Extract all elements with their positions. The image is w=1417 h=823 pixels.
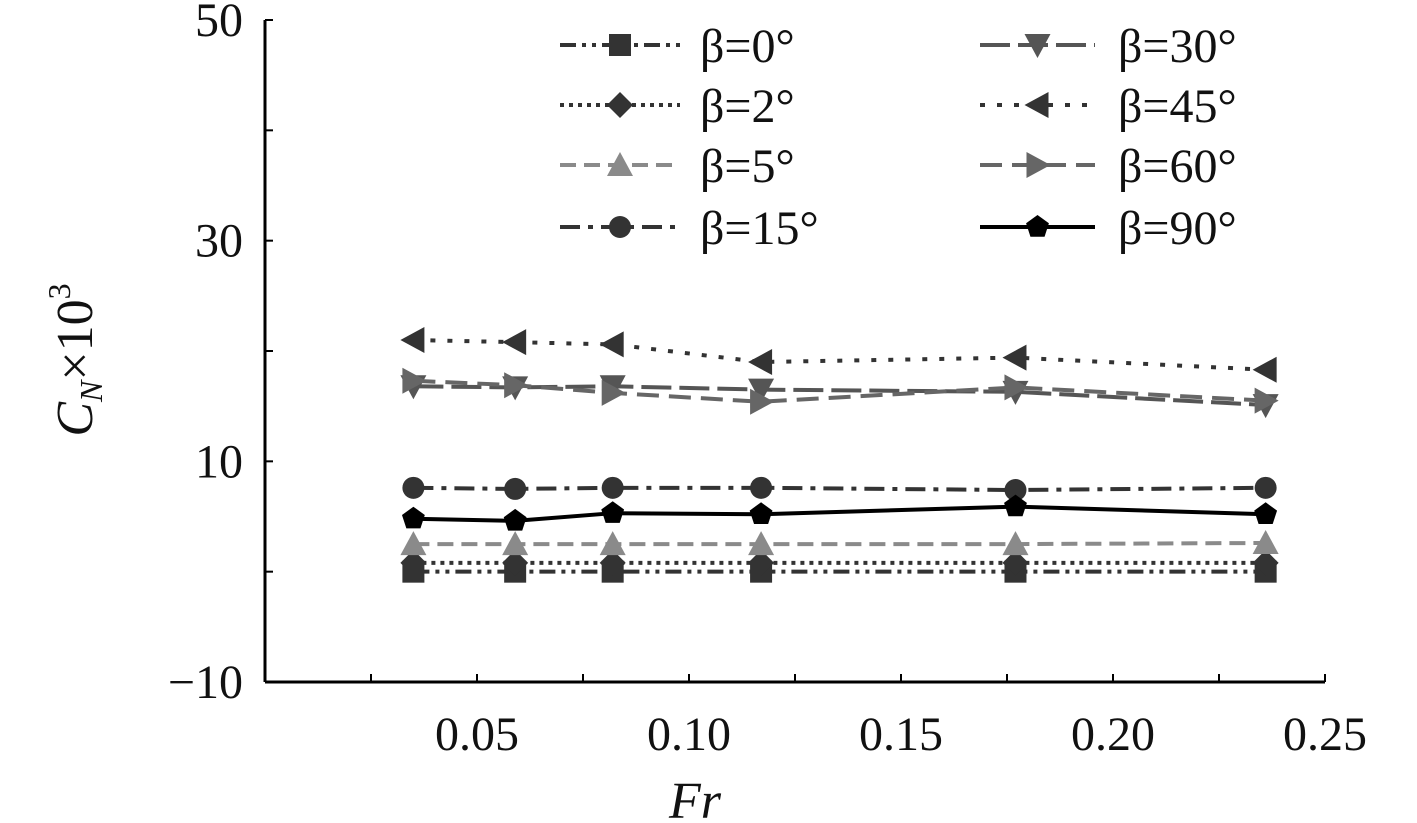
- data-point: [750, 476, 773, 499]
- data-point: [750, 388, 775, 415]
- data-point: [748, 378, 775, 403]
- legend-marker: [609, 34, 631, 56]
- legend-item: β=60°: [980, 140, 1237, 193]
- x-tick-label: 0.05: [435, 708, 519, 761]
- data-point: [748, 549, 775, 576]
- legend-marker: [1026, 215, 1049, 237]
- legend-item: β=0°: [560, 20, 795, 73]
- data-point: [504, 372, 529, 399]
- legend-item: β=90°: [980, 202, 1237, 255]
- legend-marker: [607, 92, 633, 118]
- x-tick-label: 0.10: [647, 708, 731, 761]
- data-point: [502, 549, 529, 576]
- legend-marker: [609, 216, 631, 238]
- series-7: [401, 494, 1278, 531]
- series-3: [402, 476, 1277, 502]
- data-point: [1254, 387, 1279, 414]
- data-point: [1252, 529, 1279, 554]
- series-5: [400, 326, 1277, 383]
- data-point: [599, 531, 626, 556]
- data-point: [502, 329, 527, 356]
- legend-label: β=30°: [1118, 20, 1237, 73]
- series-layer: [400, 326, 1279, 583]
- data-point: [601, 476, 624, 499]
- x-tick-label: 0.20: [1071, 708, 1155, 761]
- data-point: [1254, 502, 1278, 525]
- series-line: [413, 504, 1266, 523]
- data-point: [504, 477, 527, 500]
- legend-marker: [1026, 152, 1051, 178]
- legend-label: β=2°: [700, 80, 795, 133]
- series-2: [400, 529, 1279, 556]
- data-point: [502, 531, 529, 556]
- data-point: [749, 502, 773, 525]
- data-point: [1002, 549, 1029, 576]
- legend-item: β=45°: [980, 80, 1237, 133]
- legend-label: β=15°: [700, 202, 819, 255]
- legend-marker: [607, 152, 633, 176]
- legend-item: β=30°: [980, 20, 1237, 73]
- axes: −10 10 30 50 0.05 0.10 0.15 0.20 0.25 Fr CN×103: [41, 0, 1367, 823]
- y-tick-label: 30: [195, 215, 243, 268]
- data-point: [1002, 344, 1027, 371]
- series-line: [413, 384, 1266, 408]
- series-line: [413, 378, 1266, 404]
- data-point: [400, 326, 425, 353]
- data-point: [1004, 479, 1027, 502]
- data-point: [402, 367, 427, 394]
- data-point: [1002, 531, 1029, 556]
- data-point: [1254, 476, 1277, 499]
- data-point: [601, 379, 626, 406]
- data-point: [503, 508, 527, 531]
- y-tick-label: −10: [168, 656, 243, 709]
- series-6: [402, 367, 1279, 415]
- legend-item: β=5°: [560, 140, 795, 193]
- legend-item: β=15°: [560, 202, 819, 255]
- legend-marker: [1024, 92, 1049, 118]
- legend-label: β=5°: [700, 140, 795, 193]
- series-1: [400, 549, 1279, 576]
- data-point: [599, 331, 624, 358]
- y-axis-title: CN×103: [41, 283, 109, 436]
- x-tick-label: 0.25: [1283, 708, 1367, 761]
- x-tick-label: 0.15: [859, 708, 943, 761]
- data-point: [401, 506, 425, 529]
- series-line: [413, 540, 1266, 547]
- legend-label: β=45°: [1118, 80, 1237, 133]
- data-point: [1004, 494, 1027, 517]
- legend-item: β=2°: [560, 80, 795, 133]
- data-point: [748, 349, 773, 376]
- data-point: [748, 531, 775, 556]
- data-point: [400, 549, 427, 576]
- series-line: [413, 337, 1266, 372]
- y-tick-label: 50: [195, 0, 243, 47]
- data-point: [1252, 356, 1277, 383]
- legend-marker: [1024, 34, 1051, 58]
- data-point: [402, 476, 425, 499]
- data-point: [599, 549, 626, 576]
- legend-label: β=60°: [1118, 140, 1237, 193]
- data-point: [1252, 549, 1279, 576]
- data-point: [400, 531, 427, 556]
- data-point: [1004, 374, 1029, 401]
- series-line: [413, 485, 1266, 493]
- y-tick-label: 10: [195, 435, 243, 488]
- legend-label: β=90°: [1118, 202, 1237, 255]
- legend: β=0° β=2° β=5° β=15° β=30° β=45° β=60° β=90°: [560, 20, 1237, 255]
- data-point: [601, 501, 625, 523]
- legend-label: β=0°: [700, 20, 795, 73]
- x-axis-title: Fr: [668, 773, 722, 823]
